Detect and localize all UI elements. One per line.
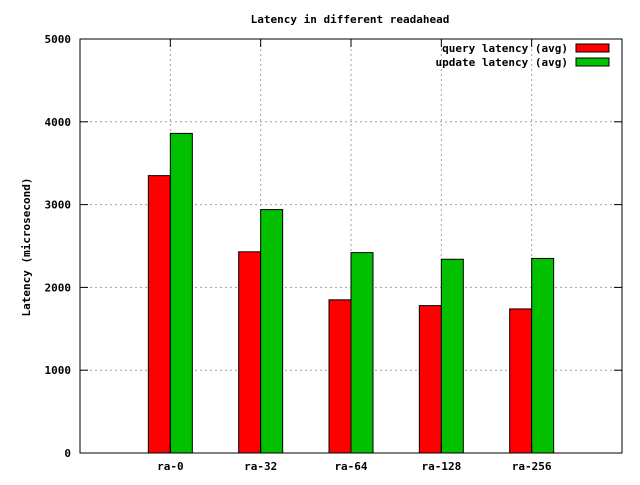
plot-border [79, 38, 623, 454]
bar-query-ra-0 [147, 175, 171, 454]
legend-label: query latency (avg) [442, 42, 568, 55]
y-tick-label: 0 [64, 447, 71, 460]
chart-title: Latency in different readahead [251, 13, 450, 26]
bar-query-ra-64 [328, 299, 352, 454]
y-tick-label: 5000 [45, 33, 72, 46]
bar-update-ra-128 [440, 258, 464, 454]
bar-update-ra-32 [260, 209, 284, 454]
bar-query-ra-256 [509, 308, 533, 454]
legend-swatch [575, 57, 610, 67]
legend: query latency (avg)update latency (avg) [436, 42, 610, 69]
bar-update-ra-0 [169, 132, 193, 454]
bar-query-ra-32 [238, 251, 262, 454]
x-tick-label: ra-32 [244, 460, 277, 473]
bars [147, 132, 555, 454]
y-axis-label: Latency (microsecond) [20, 177, 33, 316]
axes: 0 1000 2000 3000 4000 5000 ra-0 ra-32 ra-64 ra-12… [45, 33, 623, 473]
legend-swatch [575, 43, 610, 53]
x-tick-label: ra-256 [512, 460, 552, 473]
y-tick-label: 4000 [45, 116, 72, 129]
legend-label: update latency (avg) [436, 56, 568, 69]
y-tick-label: 1000 [45, 364, 72, 377]
x-tick-label: ra-64 [334, 460, 367, 473]
x-tick-label: ra-0 [157, 460, 184, 473]
y-tick-label: 3000 [45, 199, 72, 212]
bar-update-ra-64 [350, 252, 374, 454]
bar-update-ra-256 [531, 257, 555, 454]
bar-query-ra-128 [418, 305, 442, 454]
y-tick-label: 2000 [45, 281, 72, 294]
x-tick-label: ra-128 [421, 460, 461, 473]
